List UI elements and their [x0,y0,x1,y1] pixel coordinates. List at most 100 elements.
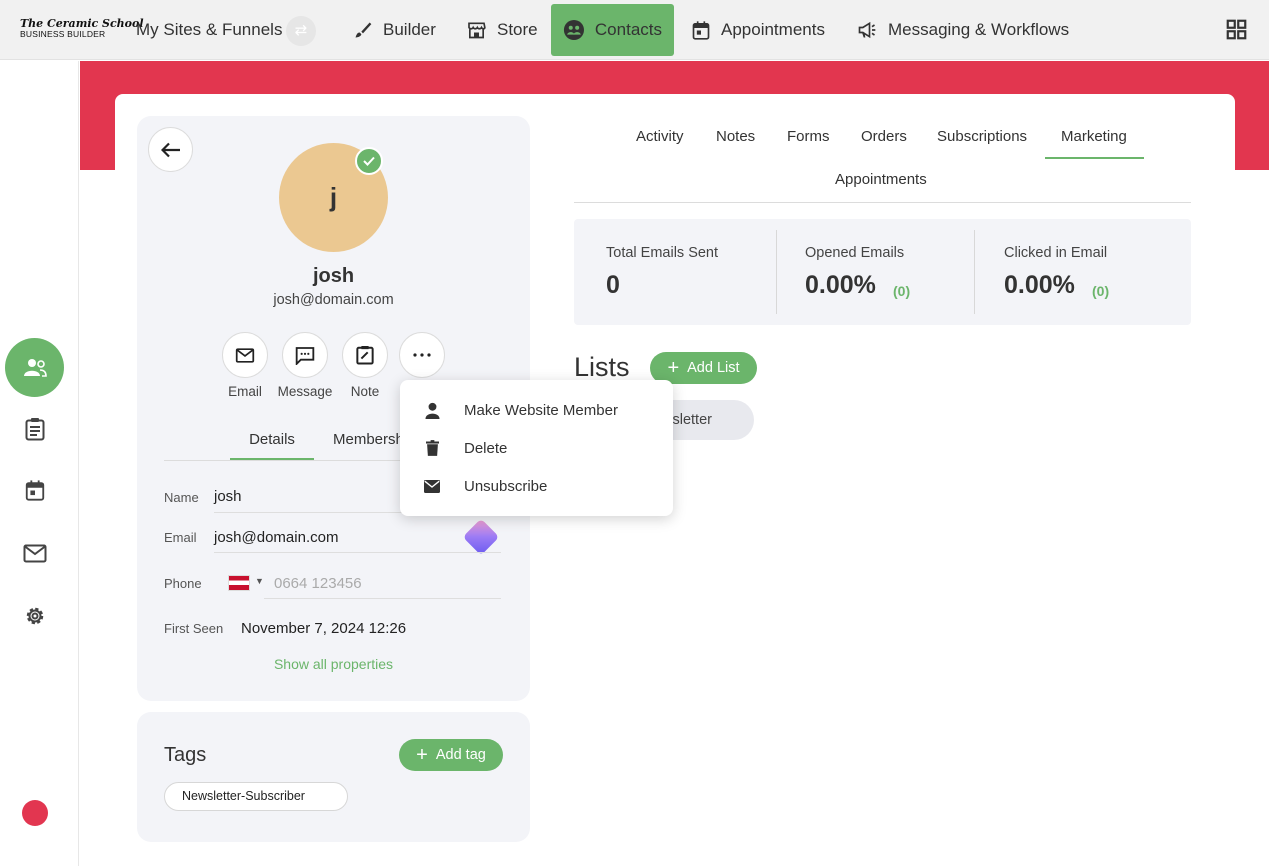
clicked-in-email-value: 0.00% [1004,271,1075,299]
note-action-button[interactable] [342,332,388,378]
calendar-icon [25,480,44,501]
name-label: Name [164,490,199,505]
nav-messaging-workflows[interactable]: Messaging & Workflows [856,0,1069,60]
sidebar-item-calendar[interactable] [5,461,64,520]
add-tag-label: Add tag [435,747,486,763]
top-navigation: The Ceramic School BUSINESS BUILDER My S… [0,0,1269,60]
nav-store[interactable]: Store [466,0,538,60]
add-list-button[interactable]: + Add List [650,352,757,384]
nav-store-label: Store [497,20,538,39]
clipboard-icon [25,417,44,440]
first-seen-value: November 7, 2024 12:26 [241,620,407,637]
tab-activity[interactable]: Activity [636,128,684,145]
calendar-icon [692,20,710,40]
more-actions-button[interactable] [399,332,445,378]
menu-item-delete[interactable]: Delete [400,429,673,467]
tags-title: Tags [164,744,207,766]
logo-line-1: The Ceramic School [20,17,144,30]
store-icon [468,22,486,39]
swap-icon[interactable]: ⇄ [286,16,316,46]
menu-item-label: Make Website Member [464,401,618,419]
contacts-icon [563,19,584,41]
show-all-properties-link[interactable]: Show all properties [273,656,394,672]
chat-icon [295,346,315,365]
nav-builder[interactable]: Builder [353,0,436,60]
nav-contacts-label: Contacts [594,20,662,39]
contact-email: josh@domain.com [273,292,394,308]
nav-messaging-label: Messaging & Workflows [888,20,1070,39]
stat-divider [974,230,975,314]
active-tab-indicator [1045,157,1144,159]
email-field[interactable]: josh@domain.com [214,529,339,546]
tabs-divider [574,202,1191,203]
message-action-button[interactable] [282,332,328,378]
brush-icon [355,22,372,38]
clicked-in-email-count: (0) [1092,283,1110,299]
email-stats-panel [574,219,1191,325]
check-icon [363,156,375,166]
first-seen-label: First Seen [164,621,224,636]
email-action-button[interactable] [222,332,268,378]
tab-notes[interactable]: Notes [716,128,756,145]
user-avatar[interactable] [22,800,48,826]
phone-input[interactable]: 0664 123456 [274,575,362,592]
tag-chip[interactable]: Newsletter-Subscriber [164,782,348,811]
phone-label: Phone [164,576,202,591]
chevron-down-icon[interactable]: ▼ [255,576,264,586]
gear-icon [26,607,43,624]
sidebar-item-mail[interactable] [5,524,64,583]
back-button[interactable] [148,127,193,172]
mail-icon [235,347,255,363]
note-icon [356,346,374,365]
plus-icon: + [667,357,680,379]
apps-grid-icon[interactable] [1226,19,1247,45]
mail-icon [23,544,46,563]
message-action-label: Message [277,384,333,399]
contacts-icon [23,358,47,377]
profile-tabs [164,420,501,461]
plus-icon: + [416,744,428,766]
name-field[interactable]: josh [214,488,242,505]
more-actions-menu [400,380,673,516]
person-icon [424,402,440,419]
tab-details[interactable]: Details [230,420,314,460]
email-label: Email [164,530,197,545]
tab-marketing[interactable]: Marketing [1061,128,1127,145]
envelope-icon [424,479,440,493]
opened-emails-value: 0.00% [805,271,876,299]
brand-logo[interactable]: The Ceramic School BUSINESS BUILDER [20,17,144,42]
tab-membership[interactable]: Membershi [333,431,403,448]
nav-builder-label: Builder [383,20,436,39]
sidebar-item-contacts[interactable] [5,338,64,397]
menu-item-label: Delete [464,439,508,457]
left-sidebar [0,61,79,866]
menu-item-make-website-member[interactable]: Make Website Member [400,391,673,429]
add-tag-button[interactable]: + Add tag [399,739,503,771]
name-underline [214,512,501,513]
menu-item-unsubscribe[interactable]: Unsubscribe [400,467,673,505]
tab-subscriptions[interactable]: Subscriptions [937,128,1028,145]
more-icon [413,353,431,357]
phone-underline [264,598,501,599]
email-underline [214,552,501,553]
menu-item-label: Unsubscribe [464,477,548,495]
tab-forms[interactable]: Forms [787,128,830,145]
verified-badge [355,147,383,175]
trash-icon [425,440,439,456]
email-action-label: Email [228,384,262,399]
opened-emails-label: Opened Emails [805,245,905,261]
clicked-in-email-label: Clicked in Email [1004,245,1108,261]
logo-line-2: BUSINESS BUILDER [20,29,106,39]
nav-appointments[interactable]: Appointments [691,0,825,60]
sidebar-item-settings[interactable] [5,586,64,645]
add-list-label: Add List [687,360,740,376]
tab-orders[interactable]: Orders [861,128,907,145]
total-emails-sent-label: Total Emails Sent [606,245,719,261]
lists-title: Lists [574,352,630,382]
austria-flag-icon[interactable] [228,575,250,591]
nav-contacts[interactable]: Contacts [551,4,674,56]
megaphone-icon [858,21,876,39]
sidebar-item-forms[interactable] [5,399,64,458]
tab-appointments[interactable]: Appointments [835,171,927,188]
my-sites-funnels-link[interactable]: My Sites & Funnels [136,20,283,39]
